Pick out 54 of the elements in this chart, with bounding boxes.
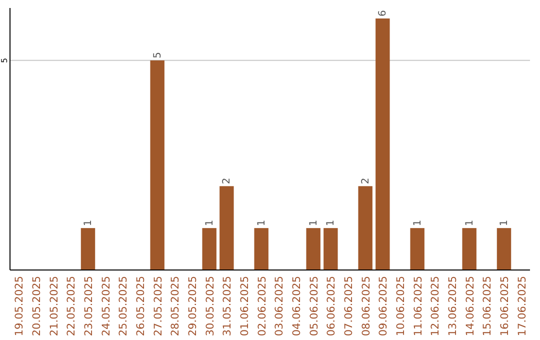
x-tick-label: 05.06.2025 bbox=[308, 276, 320, 336]
data-label: 2 bbox=[222, 178, 233, 184]
x-tick-label: 27.05.2025 bbox=[152, 276, 164, 336]
data-label: 6 bbox=[378, 10, 389, 16]
x-tick-label: 20.05.2025 bbox=[31, 276, 43, 336]
x-tick-label: 06.06.2025 bbox=[326, 276, 338, 336]
bar bbox=[202, 228, 216, 270]
x-tick-label: 03.06.2025 bbox=[274, 276, 286, 336]
x-tick-label: 24.05.2025 bbox=[100, 276, 112, 336]
x-tick-label: 10.06.2025 bbox=[395, 276, 407, 336]
x-tick-label: 15.06.2025 bbox=[482, 276, 494, 336]
bar bbox=[254, 228, 268, 270]
bar bbox=[358, 186, 372, 270]
data-label: 1 bbox=[83, 220, 94, 226]
bar bbox=[306, 228, 320, 270]
bar bbox=[410, 228, 424, 270]
bar bbox=[150, 60, 164, 270]
x-tick-label: 02.06.2025 bbox=[256, 276, 268, 336]
bar bbox=[496, 228, 512, 270]
data-label: 1 bbox=[499, 220, 510, 226]
x-tick-label: 29.05.2025 bbox=[187, 276, 199, 336]
x-tick-label: 08.06.2025 bbox=[360, 276, 372, 336]
bar bbox=[324, 228, 338, 270]
x-tick-label: 07.06.2025 bbox=[343, 276, 355, 336]
data-label: 5 bbox=[152, 52, 164, 58]
bar bbox=[376, 18, 390, 270]
data-label: 1 bbox=[204, 220, 216, 226]
x-tick-label: 17.06.2025 bbox=[516, 276, 528, 336]
data-label: 1 bbox=[326, 220, 337, 226]
x-tick-label: 23.05.2025 bbox=[83, 276, 95, 336]
x-tick-label: 12.06.2025 bbox=[430, 276, 442, 336]
bar bbox=[462, 228, 476, 270]
x-tick-label: 04.06.2025 bbox=[291, 276, 303, 336]
x-tick-label: 13.06.2025 bbox=[447, 276, 459, 336]
x-tick-label: 22.05.2025 bbox=[66, 276, 78, 336]
x-tick-label: 01.06.2025 bbox=[239, 276, 251, 336]
data-label: 1 bbox=[412, 220, 424, 226]
x-tick-label: 26.05.2025 bbox=[135, 276, 147, 336]
data-label: 1 bbox=[256, 220, 268, 226]
data-label: 2 bbox=[360, 178, 372, 184]
x-tick-label: 25.05.2025 bbox=[118, 276, 130, 336]
x-tick-label: 14.06.2025 bbox=[464, 276, 476, 336]
x-tick-label: 09.06.2025 bbox=[378, 276, 390, 336]
bar bbox=[220, 186, 234, 270]
x-tick-label: 30.05.2025 bbox=[204, 276, 216, 336]
x-tick-label: 28.05.2025 bbox=[170, 276, 182, 336]
x-tick-label: 16.06.2025 bbox=[499, 276, 511, 336]
data-label: 1 bbox=[308, 220, 320, 226]
bar bbox=[80, 228, 96, 270]
x-tick-label: 31.05.2025 bbox=[222, 276, 234, 336]
x-tick-label: 19.05.2025 bbox=[14, 276, 26, 336]
x-tick-label: 21.05.2025 bbox=[48, 276, 60, 336]
data-label: 1 bbox=[464, 220, 476, 226]
x-tick-label: 11.06.2025 bbox=[412, 276, 424, 336]
